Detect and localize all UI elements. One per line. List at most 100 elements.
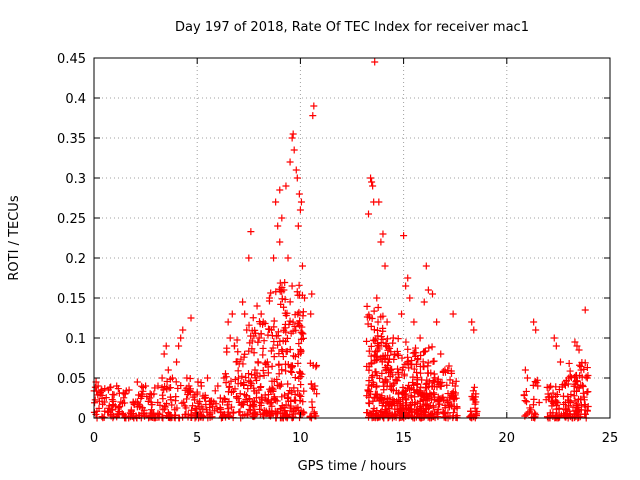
data-point (193, 390, 201, 398)
data-point (257, 399, 265, 407)
data-point (297, 335, 305, 343)
data-point (104, 407, 112, 415)
data-point (379, 230, 387, 238)
data-point (370, 380, 378, 388)
data-point (417, 369, 425, 377)
data-point (271, 396, 279, 404)
data-point (278, 346, 286, 354)
data-point (554, 399, 562, 407)
data-point (260, 372, 268, 380)
y-tick-label: 0.35 (57, 132, 86, 147)
data-point (248, 345, 256, 353)
data-point (253, 302, 261, 310)
data-point (235, 408, 243, 416)
data-point (414, 355, 422, 363)
data-point (434, 413, 442, 421)
data-point (308, 398, 316, 406)
data-point (571, 397, 579, 405)
data-point (129, 398, 137, 406)
data-point (226, 382, 234, 390)
data-point (239, 298, 247, 306)
data-point (298, 329, 306, 337)
data-point (292, 396, 300, 404)
data-point (379, 327, 387, 335)
data-point (91, 399, 99, 407)
data-point (256, 410, 264, 418)
data-point (417, 383, 425, 391)
data-point (367, 174, 375, 182)
data-point (259, 351, 267, 359)
data-point (301, 294, 309, 302)
data-point (299, 330, 307, 338)
data-point (429, 403, 437, 411)
data-point (295, 340, 303, 348)
data-point (115, 389, 123, 397)
data-point (372, 335, 380, 343)
data-point (281, 279, 289, 287)
data-point (281, 320, 289, 328)
data-point (160, 350, 168, 358)
data-point (133, 378, 141, 386)
data-point (295, 281, 303, 289)
data-point (380, 386, 388, 394)
data-point (278, 393, 286, 401)
data-point (529, 401, 537, 409)
data-point (300, 387, 308, 395)
data-point (472, 398, 480, 406)
data-point (574, 384, 582, 392)
data-point (247, 228, 255, 236)
data-point (296, 206, 304, 214)
data-point (257, 310, 265, 318)
data-point (308, 290, 316, 298)
data-point (284, 361, 292, 369)
data-point (412, 349, 420, 357)
y-tick-label: 0.4 (65, 92, 86, 107)
data-point (381, 376, 389, 384)
data-point (166, 411, 174, 419)
data-point (269, 344, 277, 352)
data-point (522, 387, 530, 395)
data-point (406, 385, 414, 393)
data-point (275, 382, 283, 390)
data-point (197, 382, 205, 390)
data-point (553, 391, 561, 399)
data-point (368, 359, 376, 367)
data-point (448, 369, 456, 377)
y-tick-label: 0.25 (57, 212, 86, 227)
y-tick-label: 0.05 (57, 372, 86, 387)
data-point (576, 361, 584, 369)
data-point (575, 346, 583, 354)
data-point (96, 390, 104, 398)
data-point (226, 334, 234, 342)
data-point (520, 392, 528, 400)
data-point (250, 387, 258, 395)
data-point (426, 390, 434, 398)
data-point (251, 408, 259, 416)
data-point (229, 387, 237, 395)
data-point (394, 370, 402, 378)
data-point (237, 401, 245, 409)
data-point (232, 393, 240, 401)
data-point (187, 314, 195, 322)
data-point (255, 386, 263, 394)
data-point (228, 310, 236, 318)
data-point (444, 390, 452, 398)
x-tick-label: 15 (395, 431, 412, 446)
data-point (297, 381, 305, 389)
data-point (555, 386, 563, 394)
data-point (287, 329, 295, 337)
data-point (522, 411, 530, 419)
data-point (278, 214, 286, 222)
data-point (577, 366, 585, 374)
data-point (217, 409, 225, 417)
data-point (159, 395, 167, 403)
data-point (523, 398, 531, 406)
data-point (167, 384, 175, 392)
plot-frame (93, 57, 611, 419)
data-point (298, 262, 306, 270)
data-point (400, 232, 408, 240)
data-point (395, 396, 403, 404)
data-point (191, 396, 199, 404)
data-point (268, 362, 276, 370)
data-point (521, 397, 529, 405)
